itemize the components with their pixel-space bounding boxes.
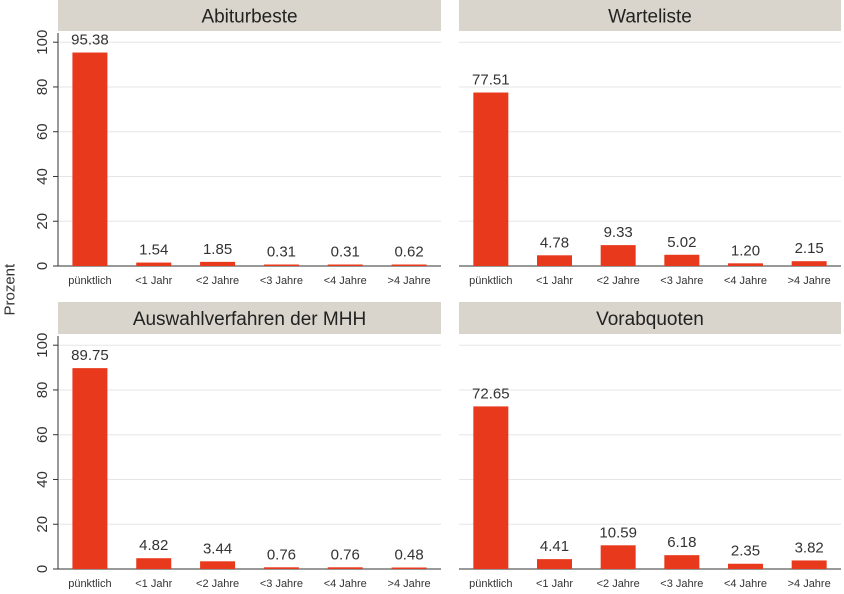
data-label: 3.44 [203, 540, 232, 557]
data-label: 3.82 [795, 539, 824, 556]
y-tick-label: 80 [34, 79, 51, 96]
y-tick-label: 100 [34, 333, 51, 358]
bar [600, 245, 636, 266]
bar [473, 406, 509, 569]
bar [728, 263, 763, 266]
bar [72, 368, 108, 569]
data-label: 2.35 [731, 543, 760, 560]
x-tick-label: <4 Jahre [324, 578, 367, 589]
data-label: 1.54 [139, 242, 168, 259]
x-tick-label: <3 Jahre [660, 578, 703, 589]
y-tick-label: 60 [34, 426, 51, 443]
bar [391, 264, 427, 266]
bar [263, 264, 299, 266]
data-label: 1.85 [203, 241, 232, 258]
y-tick-label: 100 [34, 30, 51, 55]
bar [791, 261, 827, 266]
data-label: 0.48 [394, 547, 423, 564]
data-label: 77.51 [472, 72, 510, 89]
bar [391, 567, 427, 569]
data-label: 0.76 [331, 546, 360, 563]
x-tick-label: >4 Jahre [388, 275, 431, 287]
data-label: 0.31 [267, 244, 296, 261]
x-tick-label: <1 Jahr [135, 578, 172, 589]
bar [664, 254, 700, 266]
data-label: 4.82 [139, 537, 168, 554]
bar [327, 567, 363, 569]
data-label: 9.33 [604, 224, 633, 241]
data-label: 4.41 [540, 538, 569, 555]
x-tick-label: pünktlich [469, 275, 512, 287]
data-label: 95.38 [71, 32, 109, 49]
x-tick-label: <2 Jahre [196, 275, 239, 287]
y-tick-label: 80 [34, 382, 51, 399]
y-tick-label: 0 [34, 565, 51, 573]
x-tick-label: <2 Jahre [597, 578, 640, 589]
panel-strip [58, 0, 441, 31]
bar [728, 563, 763, 569]
y-tick-label: 20 [34, 213, 51, 230]
x-tick-label: <2 Jahre [196, 578, 239, 589]
x-tick-label: <3 Jahre [260, 578, 303, 589]
bar [791, 560, 827, 569]
panel-title: Abiturbeste [201, 7, 297, 28]
data-label: 72.65 [472, 385, 510, 402]
bar [72, 52, 108, 267]
y-axis-label: Prozent [1, 263, 19, 316]
y-tick-label: 40 [34, 168, 51, 185]
panel-strip [459, 302, 841, 334]
bar [200, 561, 236, 569]
panel-title: Auswahlverfahren der MHH [133, 309, 366, 330]
panel-title: Warteliste [608, 7, 692, 28]
bar [664, 555, 700, 569]
data-label: 1.20 [731, 242, 760, 259]
bar [473, 92, 509, 266]
panel-title: Vorabquoten [596, 309, 704, 330]
data-label: 0.62 [394, 244, 423, 261]
x-tick-label: <4 Jahre [724, 275, 767, 287]
bar [136, 262, 172, 266]
panel-strip [459, 0, 841, 31]
x-tick-label: <1 Jahr [536, 578, 573, 589]
y-tick-label: 20 [34, 516, 51, 533]
x-tick-label: <2 Jahre [597, 275, 640, 287]
data-label: 10.59 [599, 524, 637, 541]
x-tick-label: pünktlich [68, 275, 111, 287]
data-label: 0.76 [267, 546, 296, 563]
bar [327, 264, 363, 266]
x-tick-label: <3 Jahre [660, 275, 703, 287]
bar [600, 545, 636, 569]
y-tick-label: 0 [34, 262, 51, 270]
panel-strip [58, 302, 441, 334]
data-label: 2.15 [795, 240, 824, 257]
x-tick-label: <3 Jahre [260, 275, 303, 287]
data-label: 4.78 [540, 234, 569, 251]
x-tick-label: <4 Jahre [724, 578, 767, 589]
y-tick-label: 60 [34, 123, 51, 140]
x-tick-label: <4 Jahre [324, 275, 367, 287]
data-label: 5.02 [667, 234, 696, 251]
bar [200, 261, 236, 266]
bar [537, 559, 572, 569]
data-label: 89.75 [71, 347, 109, 364]
x-tick-label: <1 Jahr [536, 275, 573, 287]
x-tick-label: pünktlich [68, 578, 111, 589]
data-label: 6.18 [667, 534, 696, 551]
x-tick-label: pünktlich [469, 578, 512, 589]
bar [136, 558, 172, 569]
data-label: 0.31 [331, 244, 360, 261]
bar [537, 255, 572, 266]
x-tick-label: >4 Jahre [788, 275, 831, 287]
y-tick-label: 40 [34, 471, 51, 488]
x-tick-label: >4 Jahre [388, 578, 431, 589]
bar [263, 567, 299, 569]
x-tick-label: <1 Jahr [135, 275, 172, 287]
x-tick-label: >4 Jahre [788, 578, 831, 589]
